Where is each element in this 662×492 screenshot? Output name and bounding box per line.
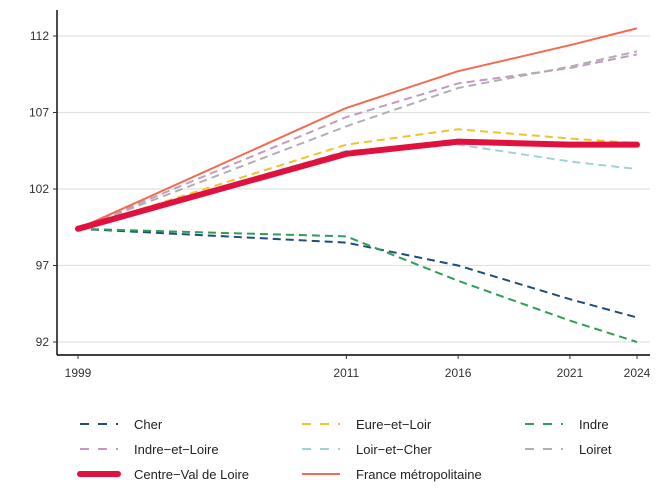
series-line-centre-val-de-loire	[75, 138, 640, 232]
axis-layer: 92 97 102 107 112 1999 2011 2016 2021 2024	[29, 10, 651, 380]
legend-label: Indre−et−Loire	[134, 442, 219, 457]
legend-item-eure-et-loir: Eure−et−Loir	[302, 417, 432, 432]
y-tick-label: 102	[29, 182, 49, 196]
legend-label: France métropolitaine	[356, 467, 482, 482]
legend-label: Loir−et−Cher	[356, 442, 433, 457]
legend-label: Centre−Val de Loire	[134, 467, 249, 482]
legend-label: Indre	[579, 417, 609, 432]
x-tick-label: 2011	[333, 366, 359, 380]
series-line-cher	[77, 227, 638, 319]
y-tick-label: 112	[30, 29, 49, 43]
legend-item-centre-val-de-loire: Centre−Val de Loire	[77, 467, 249, 482]
series-line-indre-et-loire	[77, 53, 638, 230]
legend-label: Eure−et−Loir	[356, 417, 432, 432]
series-line-eure-et-loir	[77, 128, 638, 230]
y-tick-label: 107	[29, 106, 49, 120]
series-line-france-m-tropolitaine	[77, 27, 638, 230]
legend-item-loiret: Loiret	[525, 442, 612, 457]
legend-item-indre: Indre	[525, 417, 609, 432]
x-tick-label: 2024	[624, 366, 651, 380]
x-tick-label: 2021	[557, 366, 584, 380]
series-line-loir-et-cher	[77, 143, 638, 230]
legend-item-cher: Cher	[80, 417, 163, 432]
legend-item-france-m-tropolitaine: France métropolitaine	[302, 467, 482, 482]
series-layer	[75, 27, 640, 343]
series-line-loiret	[77, 50, 638, 230]
legend-item-indre-et-loire: Indre−et−Loire	[80, 442, 219, 457]
grid-layer	[57, 35, 650, 343]
y-tick-label: 92	[36, 335, 50, 349]
x-tick-label: 2016	[445, 366, 472, 380]
legend-label: Cher	[134, 417, 163, 432]
legend-item-loir-et-cher: Loir−et−Cher	[302, 442, 433, 457]
legend-label: Loiret	[579, 442, 612, 457]
x-tick-label: 1999	[65, 366, 92, 380]
legend: Cher Eure−et−Loir Indre Indre−et−Loire Loir−…	[77, 417, 612, 482]
y-tick-label: 97	[36, 259, 50, 273]
